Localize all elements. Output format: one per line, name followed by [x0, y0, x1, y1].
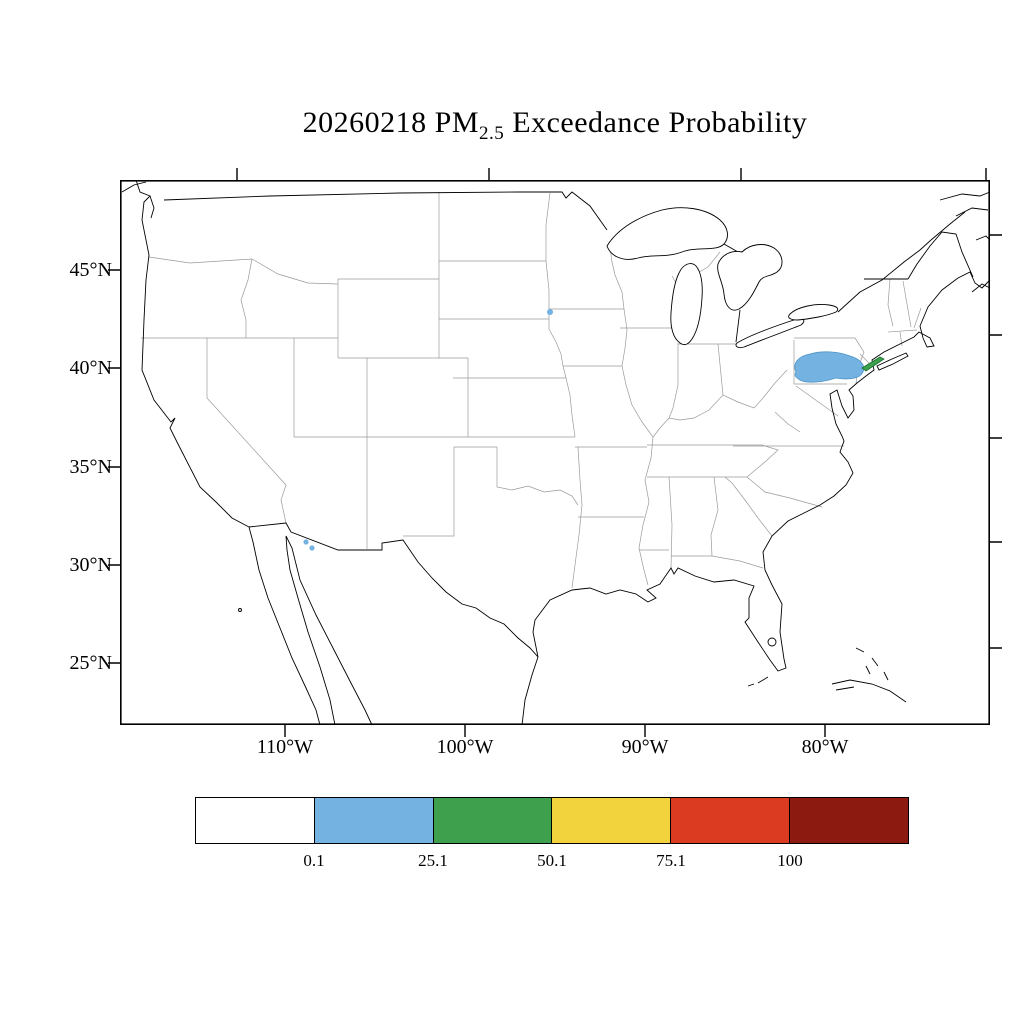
colorbar-cell-1	[314, 798, 434, 843]
axis-ticks-top	[236, 168, 987, 180]
gulf-atlantic-coast	[521, 271, 991, 726]
lake-huron	[717, 244, 783, 311]
exceedance-region-minnesota	[547, 309, 553, 315]
y-axis-label-45n: 45°N	[69, 259, 112, 281]
axis-ticks-left	[108, 269, 120, 664]
exceedance-region-pennsylvania	[794, 351, 865, 383]
puget-sound	[149, 195, 155, 219]
us-map	[108, 168, 1002, 737]
axis-ticks-bottom	[284, 725, 826, 737]
colorbar-cell-4	[671, 798, 791, 843]
state-borders-south-east	[647, 337, 873, 569]
y-axis-label-40n: 40°N	[69, 357, 112, 379]
colorbar-cell-0	[196, 798, 315, 843]
axis-ticks-right	[990, 234, 1002, 649]
colorbar-label-3: 75.1	[656, 851, 686, 870]
coastlines	[121, 179, 991, 726]
title-subscript: 2.5	[479, 123, 505, 144]
long-island-coast	[876, 352, 909, 371]
colorbar-label-1: 25.1	[418, 851, 448, 870]
title-suffix: Exceedance Probability	[504, 106, 808, 139]
x-axis-label-100w: 100°W	[436, 736, 494, 758]
y-axis-label-30n: 30°N	[69, 554, 112, 576]
state-borders-new-england	[887, 278, 922, 347]
colorbar-label-0: 0.1	[303, 851, 325, 870]
exceedance-region-arizona-a	[303, 539, 309, 545]
y-axis-label-35n: 35°N	[69, 456, 112, 478]
exceedance-areas	[303, 309, 885, 551]
cuba-bahamas-coast	[831, 647, 907, 703]
colorbar-cell-3	[552, 798, 672, 843]
exceedance-region-arizona-b	[309, 545, 315, 551]
colorbar-label-4: 100	[777, 851, 803, 870]
lake-ontario	[788, 304, 839, 321]
lake-erie	[735, 318, 805, 349]
colorbar-label-2: 50.1	[537, 851, 567, 870]
lake-okeechobee	[767, 637, 777, 647]
pacific-coast	[135, 179, 321, 726]
title-prefix: 20260218 PM	[302, 106, 480, 139]
lake-michigan	[670, 263, 703, 346]
canada-border	[163, 191, 974, 343]
state-borders	[141, 192, 922, 589]
florida-keys	[747, 676, 769, 687]
colorbar-cell-2	[433, 798, 553, 843]
figure-title: 20260218 PM2.5 Exceedance Probability	[120, 106, 990, 145]
great-lakes	[606, 207, 839, 647]
x-axis-label-110w: 110°W	[256, 736, 314, 758]
exceedance-region-nyc	[861, 356, 885, 372]
state-borders-plains	[403, 192, 669, 589]
map-frame	[120, 180, 991, 726]
x-axis-label-90w: 90°W	[621, 736, 669, 758]
colorbar	[195, 797, 909, 844]
lake-superior	[606, 207, 728, 260]
baja-island	[238, 608, 242, 612]
vancouver-island-coast	[121, 181, 147, 193]
canadian-maritime-coast	[939, 191, 991, 293]
y-axis-label-25n: 25°N	[69, 652, 112, 674]
mexico-border	[248, 522, 539, 658]
gulf-of-california-coast	[285, 535, 373, 726]
state-borders-west	[141, 192, 575, 549]
x-axis-label-80w: 80°W	[801, 736, 849, 758]
colorbar-cell-5	[790, 798, 908, 843]
